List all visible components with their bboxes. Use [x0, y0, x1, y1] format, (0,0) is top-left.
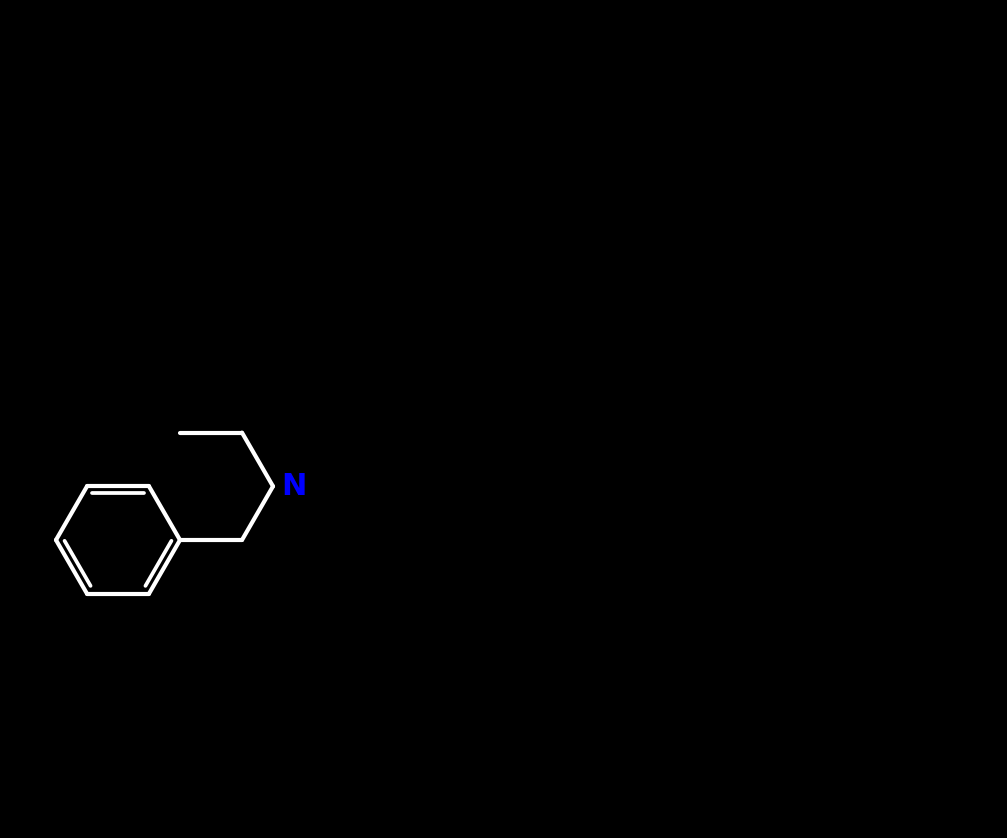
Text: N: N	[281, 472, 306, 501]
